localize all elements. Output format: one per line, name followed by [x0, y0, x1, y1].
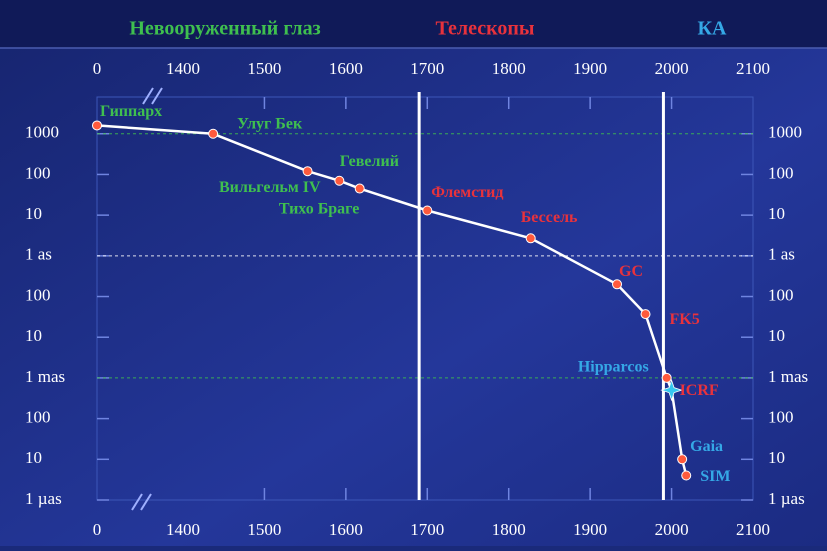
x-tick-label: 1700 [410, 520, 444, 539]
y-tick-label: 100 [768, 163, 794, 182]
y-tick-label: 100 [768, 285, 794, 304]
y-tick-label: 1 as [25, 245, 52, 264]
point-label: GC [619, 263, 643, 280]
x-tick-label: 2100 [736, 520, 770, 539]
break-mark [142, 87, 154, 105]
x-tick-label: 1500 [247, 59, 281, 78]
point-marker [525, 233, 536, 244]
x-tick-label: 2100 [736, 59, 770, 78]
header: Невооруженный глаз [129, 18, 320, 40]
point-label: Gaia [690, 438, 723, 455]
point-marker [334, 175, 345, 186]
header: КА [698, 18, 728, 40]
x-tick-label: 1400 [166, 59, 200, 78]
y-tick-label: 10 [768, 204, 785, 223]
x-tick-label: 0 [93, 520, 102, 539]
y-tick-label: 100 [25, 285, 51, 304]
x-tick-label: 1900 [573, 59, 607, 78]
break-mark [140, 493, 152, 511]
y-tick-label: 1000 [25, 123, 59, 142]
y-tick-label: 10 [25, 326, 42, 345]
x-tick-label: 1400 [166, 520, 200, 539]
header-band [0, 0, 827, 48]
y-tick-label: 100 [768, 408, 794, 427]
point-marker [208, 128, 219, 139]
point-marker [681, 470, 692, 481]
point-marker [640, 309, 651, 320]
point-label: FK5 [670, 311, 700, 328]
x-tick-label: 1600 [329, 59, 363, 78]
x-tick-label: 1700 [410, 59, 444, 78]
x-tick-label: 1600 [329, 520, 363, 539]
point-label: Гевелий [340, 153, 399, 170]
break-mark [131, 493, 143, 511]
point-label: ICRF [680, 382, 719, 399]
point-label: SIM [700, 468, 730, 485]
y-tick-label: 100 [25, 408, 51, 427]
break-mark [151, 87, 163, 105]
star-marker [660, 378, 683, 402]
y-tick-label: 1 µas [25, 489, 62, 508]
y-tick-label: 10 [25, 448, 42, 467]
point-marker [354, 183, 365, 194]
point-marker [422, 205, 433, 216]
y-tick-label: 10 [25, 204, 42, 223]
x-tick-label: 2000 [655, 520, 689, 539]
point-label: Бессель [521, 209, 578, 226]
x-tick-label: 1800 [492, 520, 526, 539]
y-tick-label: 1000 [768, 123, 802, 142]
point-label: Тихо Браге [279, 200, 360, 217]
x-tick-label: 2000 [655, 59, 689, 78]
point-marker [677, 454, 688, 465]
point-marker [661, 372, 672, 383]
point-marker [92, 120, 102, 131]
y-tick-label: 1 mas [768, 367, 808, 386]
y-tick-label: 1 as [768, 245, 795, 264]
point-label: Вильгельм IV [219, 179, 321, 196]
y-tick-label: 10 [768, 448, 785, 467]
point-marker [612, 279, 623, 290]
axis-break [131, 87, 163, 511]
point-label: Hipparcos [578, 359, 649, 376]
x-tick-label: 0 [93, 59, 102, 78]
x-tick-label: 1900 [573, 520, 607, 539]
y-tick-label: 10 [768, 326, 785, 345]
point-label: Гиппарх [100, 103, 162, 120]
point-marker [302, 166, 313, 177]
x-tick-label: 1800 [492, 59, 526, 78]
y-tick-label: 1 µas [768, 489, 805, 508]
point-label: Улуг Бек [237, 115, 303, 132]
y-tick-label: 100 [25, 163, 51, 182]
plot-frame [96, 96, 754, 501]
y-tick-label: 1 mas [25, 367, 65, 386]
header: Телескопы [435, 18, 534, 40]
point-label: Флемстид [431, 184, 503, 201]
x-tick-label: 1500 [247, 520, 281, 539]
